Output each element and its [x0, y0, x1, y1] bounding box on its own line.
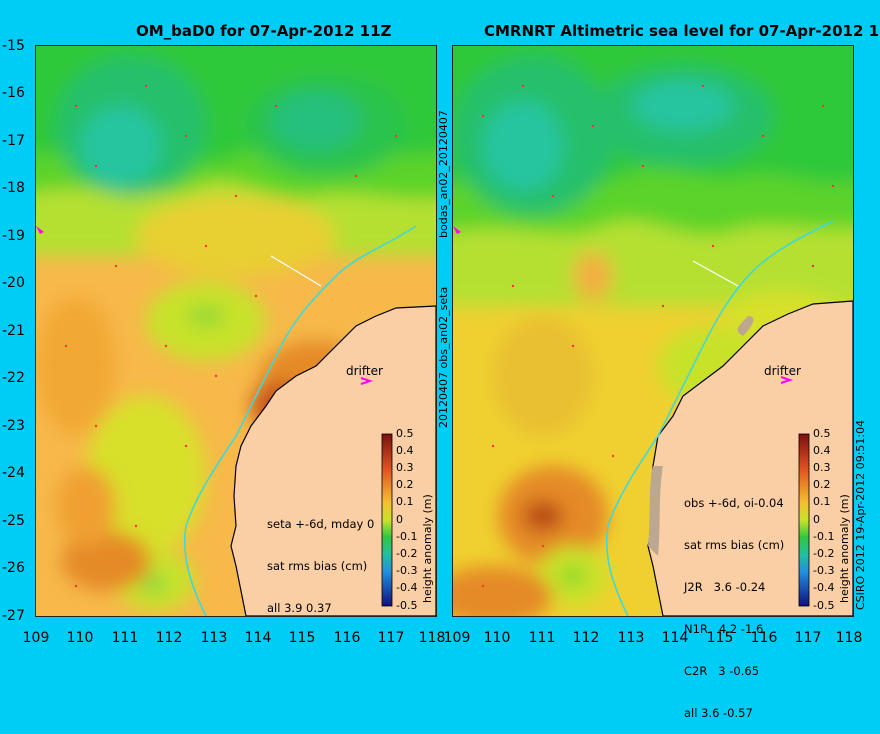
left-map-title: OM_baD0 for 07-Apr-2012 11Z — [136, 22, 392, 40]
lon-tick: 111 — [111, 630, 139, 646]
cbar-tick: -0.1 — [396, 530, 418, 543]
cbar-tick: 0.2 — [396, 478, 414, 491]
lat-tick: -20 — [2, 275, 25, 291]
cbar-tick: 0.4 — [396, 444, 414, 457]
lon-tick: 109 — [443, 630, 471, 646]
left-colorbar-title: height anomaly (m) — [421, 494, 434, 603]
right-drifter-label: drifter — [764, 364, 801, 378]
lon-tick: 116 — [333, 630, 361, 646]
lat-tick: -26 — [2, 560, 25, 576]
lon-tick: 117 — [377, 630, 405, 646]
annotation-line: N1R 4.2 -1.6 — [684, 622, 764, 636]
right-colorbar-title: height anomaly (m) — [838, 494, 851, 603]
right-map-field — [453, 46, 853, 616]
lon-tick: 118 — [835, 630, 863, 646]
left-map — [35, 45, 437, 617]
cbar-tick: 0.2 — [813, 478, 831, 491]
lon-tick: 112 — [572, 630, 600, 646]
annotation-line: sat rms bias (cm) — [267, 559, 368, 573]
cbar-tick: 0.5 — [813, 427, 831, 440]
lon-tick: 111 — [528, 630, 556, 646]
cbar-tick: -0.2 — [813, 547, 835, 560]
lon-tick: 116 — [750, 630, 778, 646]
lon-tick: 113 — [200, 630, 228, 646]
left-map-field — [36, 46, 436, 616]
right-colorbar — [798, 433, 810, 607]
lon-tick: 112 — [155, 630, 183, 646]
lat-tick: -18 — [2, 180, 25, 196]
lon-tick: 114 — [661, 630, 689, 646]
cbar-tick: 0.5 — [396, 427, 414, 440]
lat-tick: -22 — [2, 370, 25, 386]
lon-tick: 117 — [794, 630, 822, 646]
cbar-tick: -0.1 — [813, 530, 835, 543]
annotation-line: obs +-6d, oi-0.04 — [684, 496, 784, 510]
lon-tick: 114 — [244, 630, 272, 646]
lon-tick: 118 — [418, 630, 446, 646]
cbar-tick: 0.3 — [396, 461, 414, 474]
annotation-line: all 3.9 0.37 — [267, 601, 332, 615]
lon-tick: 109 — [22, 630, 50, 646]
cbar-tick: -0.4 — [813, 581, 835, 594]
lat-tick: -25 — [2, 513, 25, 529]
annotation-line: C2R 3 -0.65 — [684, 664, 760, 678]
lat-tick: -17 — [2, 133, 25, 149]
right-map — [452, 45, 854, 617]
annotation-line: seta +-6d, mday 0 — [267, 517, 375, 531]
cbar-tick: 0.3 — [813, 461, 831, 474]
lon-tick: 115 — [706, 630, 734, 646]
left-drifter-label: drifter — [346, 364, 383, 378]
lat-tick: -19 — [2, 228, 25, 244]
cbar-tick: 0.4 — [813, 444, 831, 457]
cbar-tick: 0 — [396, 513, 403, 526]
cbar-tick: -0.4 — [396, 581, 418, 594]
middle-label: 20120407 obs_an02_seta — [437, 286, 450, 428]
cbar-tick: -0.3 — [396, 564, 418, 577]
cbar-tick: -0.2 — [396, 547, 418, 560]
lat-tick: -23 — [2, 418, 25, 434]
credit-label: CSIRO 2012 19-Apr-2012 09:51:04 — [854, 419, 867, 610]
annotation-line: all 3.6 -0.57 — [684, 706, 753, 720]
lat-tick: -24 — [2, 465, 25, 481]
annotation-line: sat rms bias (cm) — [684, 538, 785, 552]
cbar-tick: 0.1 — [396, 495, 414, 508]
lon-tick: 110 — [483, 630, 511, 646]
lat-tick: -27 — [2, 608, 25, 624]
right-map-title: CMRNRT Altimetric sea level for 07-Apr-2… — [484, 22, 880, 40]
left-colorbar — [381, 433, 393, 607]
lon-tick: 115 — [288, 630, 316, 646]
left-annotation: seta +-6d, mday 0 sat rms bias (cm) all … — [267, 489, 374, 629]
right-annotation: obs +-6d, oi-0.04 sat rms bias (cm) J2R … — [684, 468, 784, 734]
lon-tick: 113 — [617, 630, 645, 646]
lat-tick: -21 — [2, 323, 25, 339]
cbar-tick: 0 — [813, 513, 820, 526]
middle-top-label: bodas_an02_20120407 — [437, 110, 450, 238]
lat-tick: -16 — [2, 85, 25, 101]
lat-tick: -15 — [2, 38, 25, 54]
cbar-tick: 0.1 — [813, 495, 831, 508]
cbar-tick: -0.3 — [813, 564, 835, 577]
cbar-tick: -0.5 — [396, 599, 418, 612]
cbar-tick: -0.5 — [813, 599, 835, 612]
annotation-line: J2R 3.6 -0.24 — [684, 580, 766, 594]
lon-tick: 110 — [66, 630, 94, 646]
